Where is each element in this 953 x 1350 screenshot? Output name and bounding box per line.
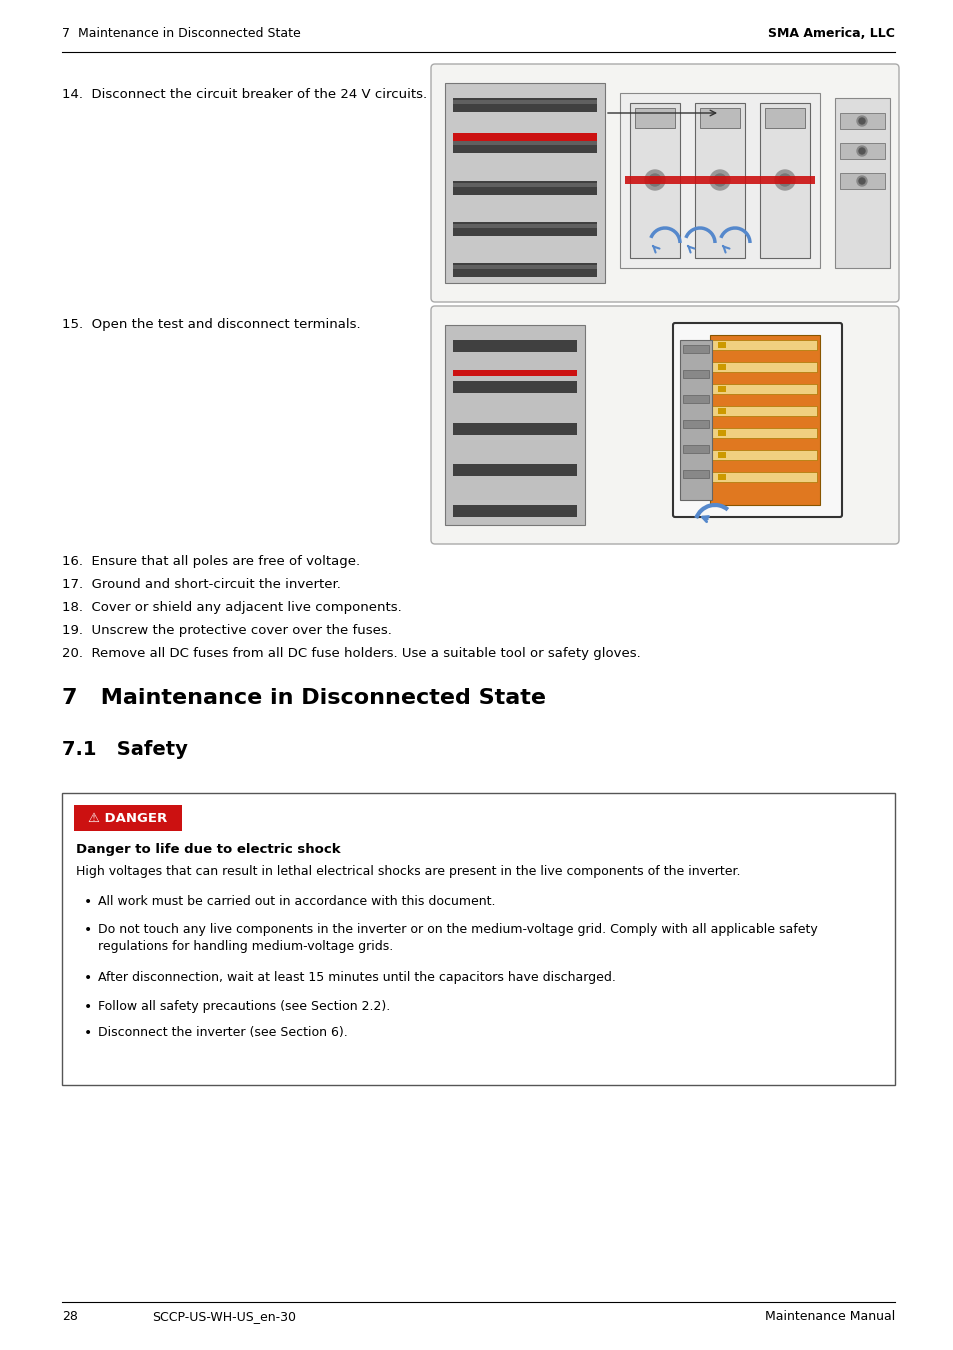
Text: After disconnection, wait at least 15 minutes until the capacitors have discharg: After disconnection, wait at least 15 mi… [98,971,616,984]
Text: SCCP-US-WH-US_en-30: SCCP-US-WH-US_en-30 [152,1310,295,1323]
Bar [453,505,577,517]
Bar [453,99,597,112]
Bar [718,342,725,348]
Bar [682,346,708,352]
Bar [760,103,809,258]
Bar [764,108,804,128]
Bar [682,420,708,428]
Circle shape [779,174,790,186]
Bar [62,792,894,1085]
Bar [453,224,597,228]
Bar [444,82,604,284]
Text: Maintenance Manual: Maintenance Manual [764,1310,894,1323]
Bar [700,108,740,128]
Circle shape [856,116,866,126]
Text: 7  Maintenance in Disconnected State: 7 Maintenance in Disconnected State [62,27,300,40]
Bar [453,370,577,377]
Bar [718,386,725,391]
Bar [840,113,884,130]
Text: High voltages that can result in lethal electrical shocks are present in the liv: High voltages that can result in lethal … [76,865,740,878]
Circle shape [858,148,864,154]
Circle shape [856,146,866,157]
FancyBboxPatch shape [431,63,898,302]
Bar [682,446,708,454]
Circle shape [774,170,794,190]
Text: regulations for handling medium-voltage grids.: regulations for handling medium-voltage … [98,940,393,953]
Bar [695,103,744,258]
Text: Follow all safety precautions (see Section 2.2).: Follow all safety precautions (see Secti… [98,1000,390,1012]
Bar [453,464,577,475]
Bar [840,173,884,189]
Bar [624,176,814,184]
FancyBboxPatch shape [431,306,898,544]
Bar [453,381,577,393]
Bar [453,181,597,194]
Bar [711,472,816,482]
Text: 15.  Open the test and disconnect terminals.: 15. Open the test and disconnect termina… [62,319,360,331]
Bar [453,139,597,154]
Text: ⚠ DANGER: ⚠ DANGER [89,811,168,825]
Text: 17.  Ground and short-circuit the inverter.: 17. Ground and short-circuit the inverte… [62,578,340,591]
Text: 20.  Remove all DC fuses from all DC fuse holders. Use a suitable tool or safety: 20. Remove all DC fuses from all DC fuse… [62,647,640,660]
Circle shape [709,170,729,190]
Circle shape [858,178,864,184]
Bar [453,263,597,277]
Text: 28: 28 [62,1310,78,1323]
Text: •: • [84,923,92,937]
FancyBboxPatch shape [672,323,841,517]
Bar [711,383,816,394]
Bar [711,450,816,460]
Text: 7.1   Safety: 7.1 Safety [62,740,188,759]
Bar [834,99,889,269]
Circle shape [856,176,866,186]
Text: •: • [84,1026,92,1040]
Text: 18.  Cover or shield any adjacent live components.: 18. Cover or shield any adjacent live co… [62,601,401,614]
Bar [453,134,597,140]
Circle shape [713,174,725,186]
Text: •: • [84,895,92,909]
Circle shape [644,170,664,190]
Bar [718,364,725,370]
Bar [635,108,675,128]
Text: 7   Maintenance in Disconnected State: 7 Maintenance in Disconnected State [62,688,545,707]
Bar [709,335,820,505]
Bar [444,325,584,525]
Bar [74,805,182,832]
Bar [453,142,597,146]
Bar [718,474,725,481]
Bar [453,221,597,236]
Bar [682,470,708,478]
Bar [682,370,708,378]
Text: •: • [84,1000,92,1014]
Bar [619,93,820,269]
Bar [711,406,816,416]
Text: 19.  Unscrew the protective cover over the fuses.: 19. Unscrew the protective cover over th… [62,624,392,637]
Bar [718,408,725,414]
Text: Do not touch any live components in the inverter or on the medium-voltage grid. : Do not touch any live components in the … [98,923,817,936]
Bar [718,452,725,458]
Text: 16.  Ensure that all poles are free of voltage.: 16. Ensure that all poles are free of vo… [62,555,359,568]
Bar [711,362,816,373]
Bar [711,340,816,350]
Text: Disconnect the inverter (see Section 6).: Disconnect the inverter (see Section 6). [98,1026,348,1040]
Text: Danger to life due to electric shock: Danger to life due to electric shock [76,842,340,856]
Bar [453,100,597,104]
Bar [679,340,711,500]
Text: •: • [84,971,92,986]
Bar [682,396,708,404]
Bar [453,423,577,435]
Bar [718,431,725,436]
Bar [453,340,577,352]
Bar [711,428,816,437]
Bar [629,103,679,258]
Text: 14.  Disconnect the circuit breaker of the 24 V circuits.: 14. Disconnect the circuit breaker of th… [62,88,427,101]
Circle shape [858,117,864,124]
Text: All work must be carried out in accordance with this document.: All work must be carried out in accordan… [98,895,495,909]
Bar [453,265,597,269]
Bar [453,182,597,186]
Circle shape [648,174,660,186]
Bar [840,143,884,159]
Text: SMA America, LLC: SMA America, LLC [767,27,894,40]
